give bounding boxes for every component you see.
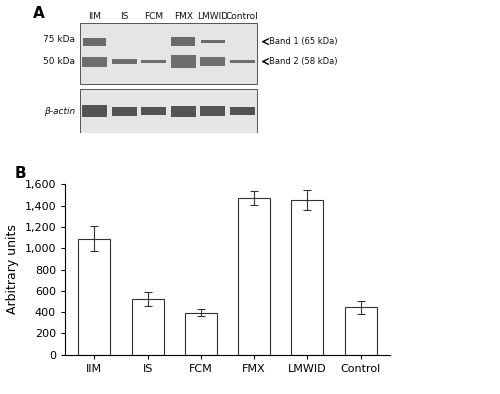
- Text: A: A: [32, 6, 44, 21]
- Bar: [185, 312, 217, 355]
- Text: 50 kDa: 50 kDa: [44, 57, 76, 66]
- Bar: [141, 107, 166, 115]
- Text: Control: Control: [226, 12, 258, 20]
- Bar: [82, 105, 107, 117]
- Bar: [238, 198, 270, 355]
- Bar: [201, 40, 224, 43]
- Bar: [80, 89, 257, 134]
- Bar: [344, 307, 376, 355]
- Bar: [171, 56, 196, 68]
- Bar: [82, 57, 107, 67]
- Text: IIM: IIM: [88, 12, 101, 20]
- Bar: [141, 59, 166, 63]
- Text: Band 1 (65 kDa): Band 1 (65 kDa): [269, 37, 338, 46]
- Text: β-actin: β-actin: [44, 107, 76, 116]
- Text: IS: IS: [120, 12, 128, 20]
- Bar: [80, 23, 257, 84]
- Text: Band 2 (58 kDa): Band 2 (58 kDa): [269, 57, 338, 66]
- Bar: [230, 60, 254, 63]
- Text: B: B: [14, 166, 26, 181]
- Bar: [200, 106, 225, 116]
- Bar: [292, 200, 324, 355]
- Y-axis label: Arbitrary units: Arbitrary units: [6, 225, 19, 314]
- Text: FMX: FMX: [174, 12, 193, 20]
- Text: 75 kDa: 75 kDa: [44, 35, 76, 44]
- Bar: [200, 57, 225, 66]
- Text: LMWID: LMWID: [197, 12, 228, 20]
- Text: FCM: FCM: [144, 12, 163, 20]
- Bar: [78, 239, 110, 355]
- Bar: [171, 106, 196, 117]
- Bar: [82, 38, 106, 46]
- Bar: [112, 59, 136, 64]
- Bar: [132, 299, 164, 355]
- Bar: [172, 37, 195, 46]
- Bar: [112, 107, 136, 116]
- Bar: [230, 108, 254, 115]
